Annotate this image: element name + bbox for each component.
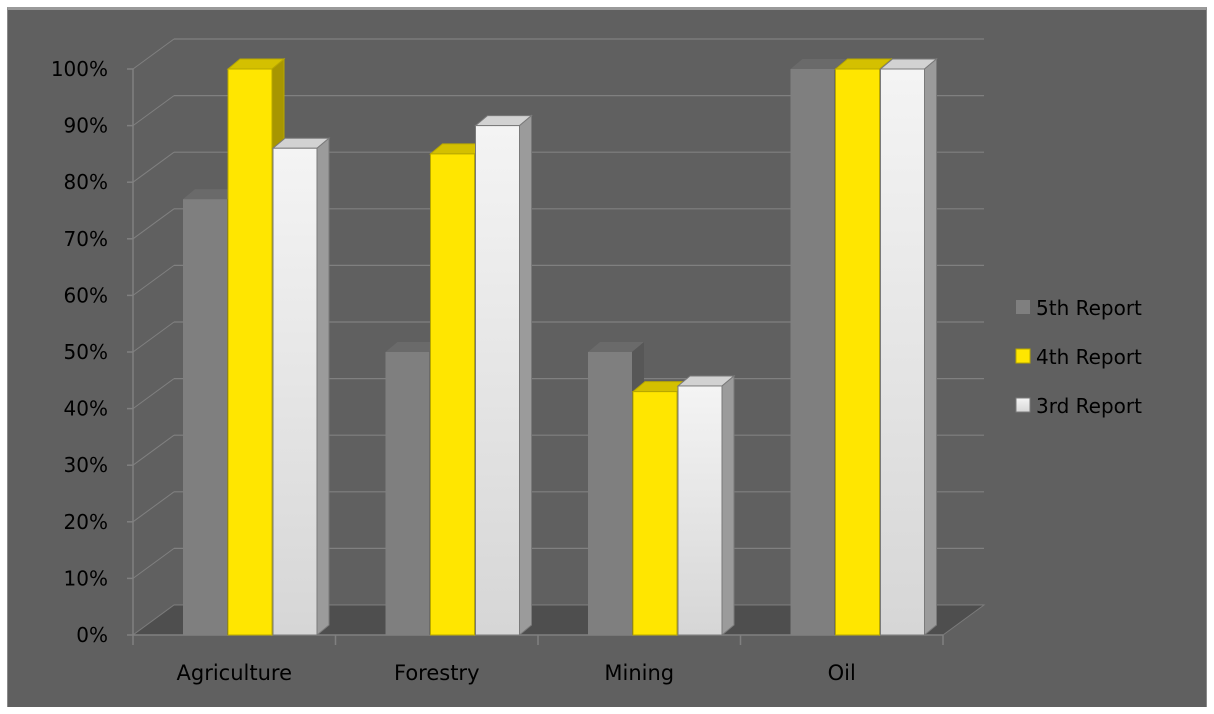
y-tick-label: 0%	[76, 623, 108, 647]
bar	[272, 147, 318, 636]
y-tick-label: 60%	[64, 283, 108, 307]
bar-top	[183, 189, 239, 200]
bar-side	[519, 114, 532, 637]
legend-label: 5th Report	[1036, 296, 1142, 320]
gridline-diagonal	[132, 434, 175, 466]
gridline-diagonal	[132, 151, 175, 183]
gridline-diagonal	[132, 547, 175, 579]
legend-swatch	[1016, 300, 1030, 314]
bar-top	[385, 342, 442, 352]
bar	[430, 153, 475, 636]
gridline-diagonal	[132, 321, 175, 353]
legend-swatch	[1015, 348, 1031, 364]
y-tick-label: 20%	[64, 510, 108, 534]
top-border	[0, 0, 1214, 4]
legend-label: 4th Report	[1036, 345, 1142, 369]
gridline-diagonal	[132, 208, 175, 240]
gridline-diagonal	[132, 378, 175, 410]
bar-side	[721, 374, 735, 637]
y-tick-label: 10%	[64, 566, 108, 590]
y-tick-label: 50%	[64, 340, 108, 364]
x-tick-label: Oil	[828, 661, 856, 685]
gridline-diagonal	[132, 264, 175, 296]
x-tick-label: Mining	[604, 661, 674, 685]
bar	[677, 385, 723, 636]
gridline-diagonal	[132, 38, 175, 70]
x-tick-label: Agriculture	[177, 661, 293, 685]
y-tick-label: 70%	[64, 227, 108, 251]
y-tick-label: 100%	[51, 57, 108, 81]
gridline-diagonal	[132, 491, 175, 523]
bar-side	[316, 137, 330, 637]
bar-side	[924, 57, 937, 637]
bar	[385, 352, 430, 635]
y-tick-label: 90%	[64, 114, 108, 138]
bar	[835, 68, 880, 636]
bar	[632, 391, 678, 636]
bar	[790, 69, 835, 635]
bar-top	[790, 59, 847, 69]
bar-top	[588, 342, 644, 352]
bar	[475, 125, 520, 636]
bar-chart: 0% 10% 20% 30% 40% 50% 60% 70% 80% 90% 100% Agricul…	[51, 38, 1142, 685]
y-tick-label: 30%	[64, 453, 108, 477]
y-tick-label: 80%	[64, 170, 108, 194]
bar	[880, 68, 925, 636]
bar	[227, 68, 273, 636]
legend-label: 3rd Report	[1036, 394, 1142, 418]
y-tick-label: 40%	[64, 397, 108, 421]
bar	[183, 199, 227, 635]
chart-frame: 0% 10% 20% 30% 40% 50% 60% 70% 80% 90% 100% Agricul…	[7, 7, 1207, 707]
legend-swatch	[1015, 397, 1031, 413]
gridline-diagonal	[132, 95, 175, 127]
x-tick-label: Forestry	[394, 661, 480, 685]
bar	[588, 352, 632, 635]
